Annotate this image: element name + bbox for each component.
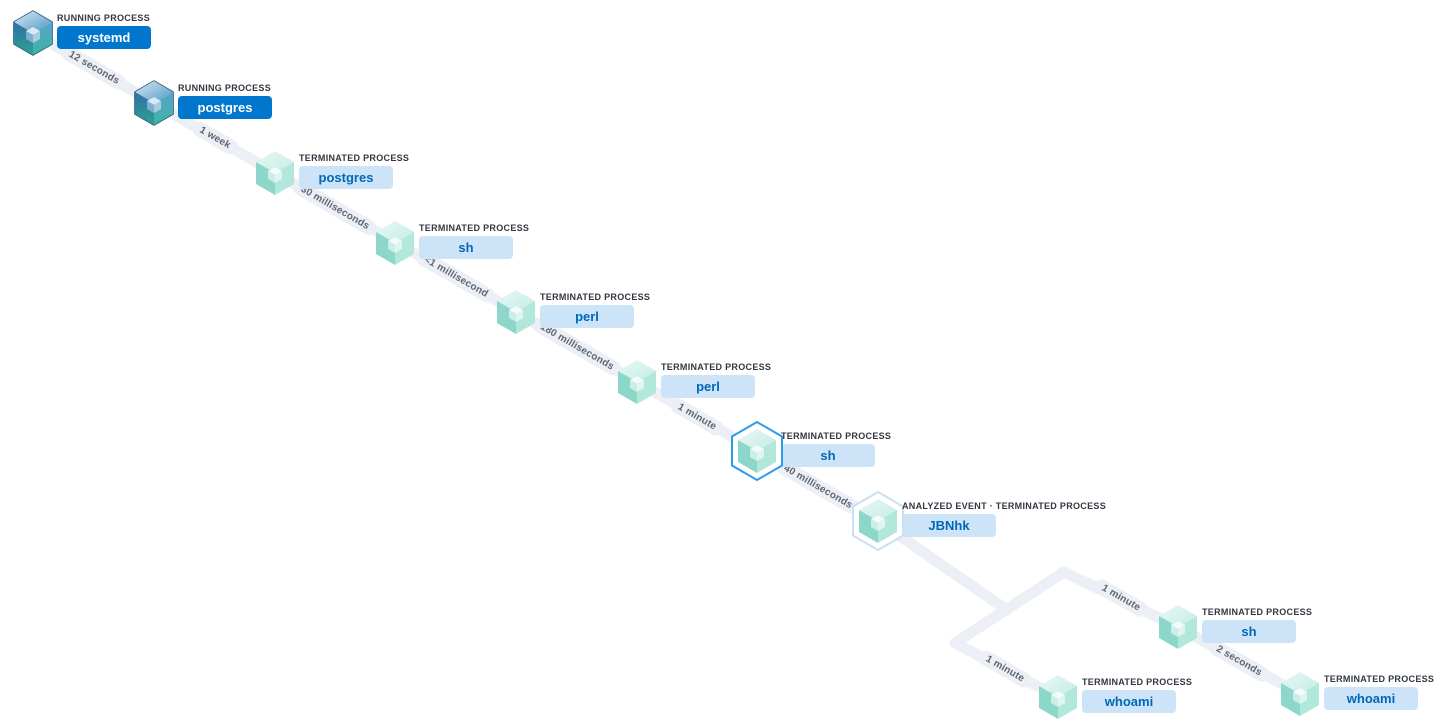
process-cube-icon[interactable] <box>373 218 417 268</box>
process-name-pill[interactable]: JBNhk <box>902 514 996 537</box>
node-type-header: TERMINATED PROCESS <box>1082 677 1193 687</box>
process-name-pill[interactable]: perl <box>661 375 755 398</box>
process-node-sh-1[interactable]: TERMINATED PROCESS sh <box>373 218 529 268</box>
node-type-header: TERMINATED PROCESS <box>1324 674 1435 684</box>
process-node-perl-1[interactable]: TERMINATED PROCESS perl <box>494 287 650 337</box>
process-cube-icon[interactable] <box>1278 669 1322 719</box>
node-type-header: TERMINATED PROCESS <box>661 362 772 372</box>
process-name-pill[interactable]: sh <box>419 236 513 259</box>
process-name-pill[interactable]: whoami <box>1082 690 1176 713</box>
process-cube-icon[interactable] <box>735 426 779 476</box>
process-node-whoami-right[interactable]: TERMINATED PROCESS whoami <box>1278 669 1434 719</box>
node-type-header: RUNNING PROCESS <box>57 13 151 23</box>
process-cube-icon[interactable] <box>1036 672 1080 722</box>
process-node-JBNhk[interactable]: ANALYZED EVENT · TERMINATED PROCESS JBNh… <box>852 490 1106 552</box>
process-node-postgres-term[interactable]: TERMINATED PROCESS postgres <box>253 148 409 198</box>
node-type-header: TERMINATED PROCESS <box>419 223 530 233</box>
process-cube-icon[interactable] <box>11 8 55 58</box>
process-node-sh-selected[interactable]: TERMINATED PROCESS sh <box>731 420 891 482</box>
process-cube-icon[interactable] <box>494 287 538 337</box>
process-node-postgres-running[interactable]: RUNNING PROCESS postgres <box>132 78 272 128</box>
node-type-header: TERMINATED PROCESS <box>299 153 410 163</box>
process-name-pill[interactable]: perl <box>540 305 634 328</box>
node-type-header: ANALYZED EVENT · TERMINATED PROCESS <box>902 501 1107 511</box>
process-node-perl-2[interactable]: TERMINATED PROCESS perl <box>615 357 771 407</box>
process-name-pill[interactable]: postgres <box>299 166 393 189</box>
process-node-sh-branch[interactable]: TERMINATED PROCESS sh <box>1156 602 1312 652</box>
process-name-pill[interactable]: whoami <box>1324 687 1418 710</box>
process-cube-icon[interactable] <box>132 78 176 128</box>
process-node-systemd[interactable]: RUNNING PROCESS systemd <box>11 8 151 58</box>
process-name-pill[interactable]: systemd <box>57 26 151 49</box>
process-name-pill[interactable]: sh <box>1202 620 1296 643</box>
process-cube-icon[interactable] <box>615 357 659 407</box>
node-type-header: TERMINATED PROCESS <box>781 431 892 441</box>
node-type-header: TERMINATED PROCESS <box>540 292 651 302</box>
process-cube-icon[interactable] <box>253 148 297 198</box>
process-cube-icon[interactable] <box>1156 602 1200 652</box>
process-name-pill[interactable]: sh <box>781 444 875 467</box>
process-name-pill[interactable]: postgres <box>178 96 272 119</box>
node-type-header: RUNNING PROCESS <box>178 83 272 93</box>
node-type-header: TERMINATED PROCESS <box>1202 607 1313 617</box>
process-node-whoami-bottom[interactable]: TERMINATED PROCESS whoami <box>1036 672 1192 722</box>
process-cube-icon[interactable] <box>856 496 900 546</box>
